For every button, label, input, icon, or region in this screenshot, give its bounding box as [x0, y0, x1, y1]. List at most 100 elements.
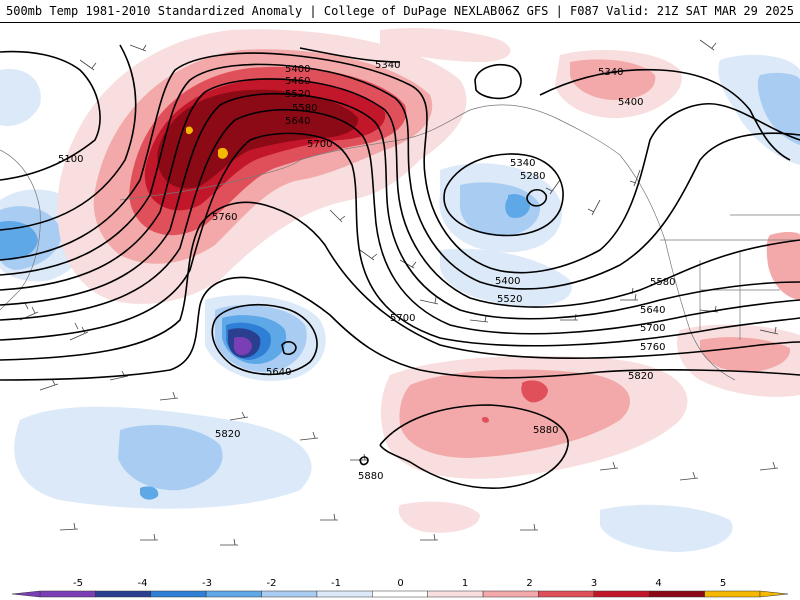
legend-tick-label: 4 [655, 578, 661, 589]
legend-swatch [648, 590, 705, 598]
legend-tick-label: -3 [202, 578, 212, 589]
height-contours [0, 44, 800, 489]
contour-label-5520-west: 5520 [285, 89, 310, 100]
contour-label-5340-east: 5340 [598, 67, 623, 78]
contour-label-5820-east: 5820 [628, 371, 653, 382]
contour-high-ring [474, 64, 522, 100]
legend-swatch [704, 590, 761, 598]
legend-swatch [205, 590, 262, 598]
legend-arrow-min [11, 590, 41, 598]
anomaly-neg-east-mid [757, 72, 800, 145]
anomaly-pos-aleutian-core [157, 89, 359, 189]
contour-5580 [0, 92, 800, 320]
legend-tick-label: -5 [73, 578, 83, 589]
contour-label-5400-east: 5400 [618, 97, 643, 108]
color-scale-legend: -5 -4 -3 -2 -1 0 1 2 3 4 5 [0, 576, 800, 600]
wind-barb [599, 461, 779, 481]
anomaly-neg-gulf-core [505, 194, 530, 218]
north-america-west-coast [619, 154, 736, 381]
legend-tick-label: 1 [462, 578, 468, 589]
anomaly-pos-aleutian-peak-1 [218, 147, 228, 159]
contour-5520 [0, 78, 800, 308]
contour-5280-low [526, 188, 548, 207]
contour-5340-north [299, 47, 401, 63]
contour-label-5640-low: 5640 [266, 367, 291, 378]
wind-barb [19, 302, 89, 341]
legend-swatch [95, 590, 152, 598]
contour-5760 [0, 201, 800, 361]
legend-swatch [261, 590, 318, 598]
contour-label-5580-west: 5580 [292, 103, 317, 114]
anomaly-pos-subtropic-strong [521, 380, 548, 403]
wind-barb [229, 411, 368, 461]
wind-barb [79, 39, 717, 71]
contour-5820 [0, 276, 800, 381]
wind-barb [39, 370, 179, 401]
contour-5460 [0, 63, 800, 290]
contour-label-5880-west: 5880 [358, 471, 383, 482]
anomaly-pos-east-coast-mid [700, 337, 791, 372]
anomaly-neg-west-strong [0, 220, 38, 261]
legend-arrow-max [759, 590, 789, 598]
legend-tick-label: 3 [591, 578, 597, 589]
state-borders [699, 214, 800, 340]
weather-map: 5100 5340 5340 5340 5280 5400 5400 5400 … [0, 23, 800, 576]
contour-label-5340-low: 5340 [510, 158, 535, 169]
legend-tick-label: -4 [138, 578, 148, 589]
contour-label-5520-trough: 5520 [497, 294, 522, 305]
contour-label-5100: 5100 [58, 154, 83, 165]
wind-barb [329, 209, 417, 269]
contour-5880-small [359, 456, 369, 466]
contour-5100 [0, 50, 101, 181]
legend-swatch [593, 590, 650, 598]
contour-label-group: 5100 5340 5340 5340 5280 5400 5400 5400 … [58, 60, 675, 482]
contour-5340-low [443, 153, 564, 237]
legend-tick-label: -2 [267, 578, 277, 589]
anomaly-neg-southwest-core [140, 486, 159, 500]
contour-label-5820-west: 5820 [215, 429, 240, 440]
contour-label-5700-middle: 5700 [390, 313, 415, 324]
legend-tick-label: 5 [720, 578, 726, 589]
anomaly-neg-pacific-peak [233, 336, 252, 356]
contour-label-5340-north: 5340 [375, 60, 400, 71]
anomaly-pos-north-light [380, 28, 511, 62]
anomaly-neg-south-light [600, 504, 733, 552]
legend-tick-labels: -5 -4 -3 -2 -1 0 1 2 3 4 5 [73, 578, 726, 589]
contour-label-5700-west: 5700 [307, 139, 332, 150]
legend-tick-label: 0 [397, 578, 403, 589]
contour-label-5400-trough: 5400 [495, 276, 520, 287]
contour-5640-inner [281, 341, 297, 355]
anomaly-pos-aleutian-peak-2 [186, 126, 193, 135]
contour-label-5460: 5460 [285, 76, 310, 87]
contour-label-5640-east: 5640 [640, 305, 665, 316]
anomaly-neg-trough-light [440, 248, 572, 307]
asia-coastline [0, 149, 41, 311]
legend-tick-label: -1 [331, 578, 341, 589]
legend-swatch [316, 590, 373, 598]
map-title: 500mb Temp 1981-2010 Standardized Anomal… [6, 4, 498, 18]
alaska-coastline [299, 104, 621, 161]
contour-label-5400-west: 5400 [285, 64, 310, 75]
legend-bar: -5 -4 -3 -2 -1 0 1 2 3 4 5 [0, 576, 800, 600]
aleutian-chain [119, 159, 301, 201]
contour-label-5760-east: 5760 [640, 342, 665, 353]
contour-5340-west [0, 44, 137, 231]
negative-anomaly-shading [0, 54, 800, 552]
wind-barb [320, 513, 538, 541]
contour-label-5760-west: 5760 [212, 212, 237, 223]
contour-5640 [0, 108, 800, 335]
model-run-label: 06Z GFS | F087 Valid: 21Z SAT MAR 29 202… [497, 4, 794, 18]
anomaly-neg-southwest-mid [118, 425, 223, 491]
contour-label-5580-east: 5580 [650, 277, 675, 288]
legend-swatch [538, 590, 595, 598]
contour-5700 [0, 132, 800, 347]
contour-label-5640-west: 5640 [285, 116, 310, 127]
contour-5640-low [211, 304, 318, 376]
legend-tick-label: 2 [526, 578, 532, 589]
title-bar: 500mb Temp 1981-2010 Standardized Anomal… [0, 0, 800, 23]
wind-barb [545, 169, 641, 216]
contour-label-5280: 5280 [520, 171, 545, 182]
legend-swatch [39, 590, 96, 598]
legend-swatch [427, 590, 484, 598]
legend-swatches [11, 590, 789, 598]
